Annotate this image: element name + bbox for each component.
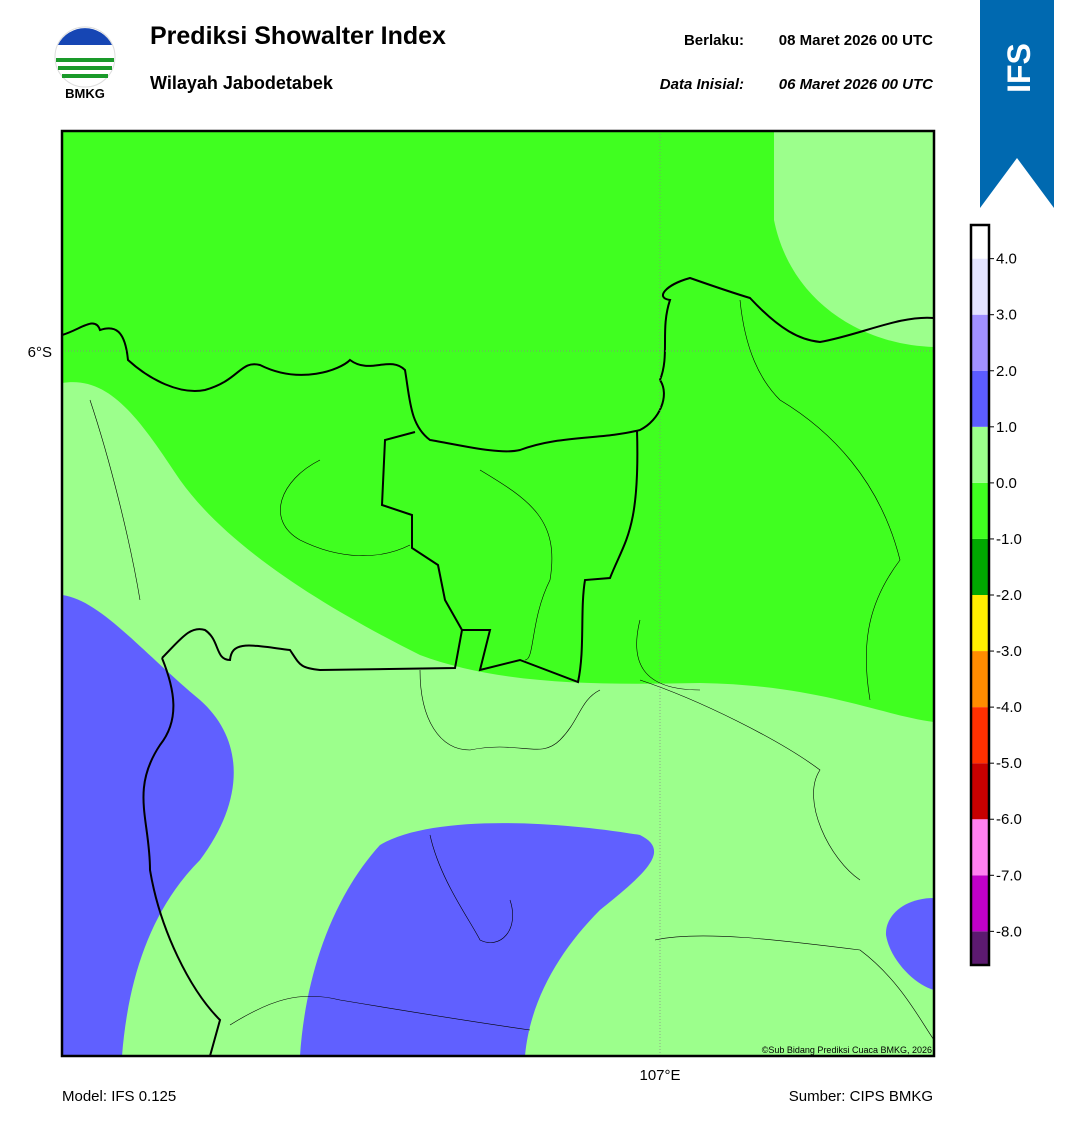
province-border xyxy=(142,429,639,1056)
colorbar-band xyxy=(971,482,989,539)
field-region xyxy=(62,595,234,1056)
field-region xyxy=(62,382,934,1056)
colorbar-band xyxy=(971,595,989,652)
init-label: Data Inisial: xyxy=(660,76,744,93)
colorbar-band xyxy=(971,651,989,708)
colorbar-tick-label: 4.0 xyxy=(996,251,1017,268)
colorbar-band xyxy=(971,707,989,764)
colorbar-band xyxy=(971,931,989,965)
colorbar-band xyxy=(971,426,989,483)
ifs-text: IFS xyxy=(1001,43,1037,93)
colorbar-tick-label: 2.0 xyxy=(996,363,1017,380)
field-region xyxy=(885,898,934,990)
colorbar-band xyxy=(971,763,989,820)
colorbar-band xyxy=(971,875,989,932)
colorbar-tick-label: -1.0 xyxy=(996,531,1022,548)
lon-label: 107°E xyxy=(639,1067,680,1084)
ifs-badge xyxy=(980,0,1054,208)
regency-border xyxy=(89,299,934,1041)
colorbar-band xyxy=(971,538,989,595)
coastline xyxy=(62,276,934,453)
logo-bar xyxy=(58,66,112,70)
map: ©Sub Bidang Prediksi Cuaca BMKG, 2026 xyxy=(62,131,934,1056)
field-region xyxy=(774,131,934,347)
logo-sky xyxy=(58,28,112,45)
colorbar-tick-label: -4.0 xyxy=(996,699,1022,716)
colorbar-tick-label: -6.0 xyxy=(996,811,1022,828)
colorbar-tick-label: -5.0 xyxy=(996,755,1022,772)
logo-bar xyxy=(62,74,108,78)
colorbar-band xyxy=(971,370,989,427)
title: Prediksi Showalter Index xyxy=(150,22,446,50)
colorbar-tick-label: 1.0 xyxy=(996,419,1017,436)
colorbar-tick-label: 0.0 xyxy=(996,475,1017,492)
map-frame xyxy=(60,129,936,1058)
colorbar-tick-label: 3.0 xyxy=(996,307,1017,324)
colorbar-tick-label: -8.0 xyxy=(996,923,1022,940)
subtitle: Wilayah Jabodetabek xyxy=(150,73,334,93)
field-region xyxy=(300,823,655,1056)
source-label: Sumber: CIPS BMKG xyxy=(789,1088,933,1105)
colorbar-band xyxy=(971,258,989,315)
logo-text: BMKG xyxy=(65,86,105,101)
colorbar: 4.0 3.0 2.0 1.0 0.0 -1.0 -2.0 -3.0 -4.0 -5.0 -6.0 -… xyxy=(969,223,1022,967)
colorbar-band xyxy=(971,819,989,876)
colorbar-tick-label: -7.0 xyxy=(996,867,1022,884)
colorbar-tick-label: -2.0 xyxy=(996,587,1022,604)
colorbar-tick-label: -3.0 xyxy=(996,643,1022,660)
colorbar-band xyxy=(971,314,989,371)
lat-label: 6°S xyxy=(28,344,52,361)
colorbar-band xyxy=(971,225,989,259)
logo-bar xyxy=(56,58,114,62)
init-time: 06 Maret 2026 00 UTC xyxy=(779,76,934,93)
valid-time: 08 Maret 2026 00 UTC xyxy=(779,32,933,49)
logo: BMKG xyxy=(54,26,116,101)
valid-label: Berlaku: xyxy=(684,32,744,49)
credit: ©Sub Bidang Prediksi Cuaca BMKG, 2026 xyxy=(762,1045,932,1055)
model-label: Model: IFS 0.125 xyxy=(62,1088,176,1105)
